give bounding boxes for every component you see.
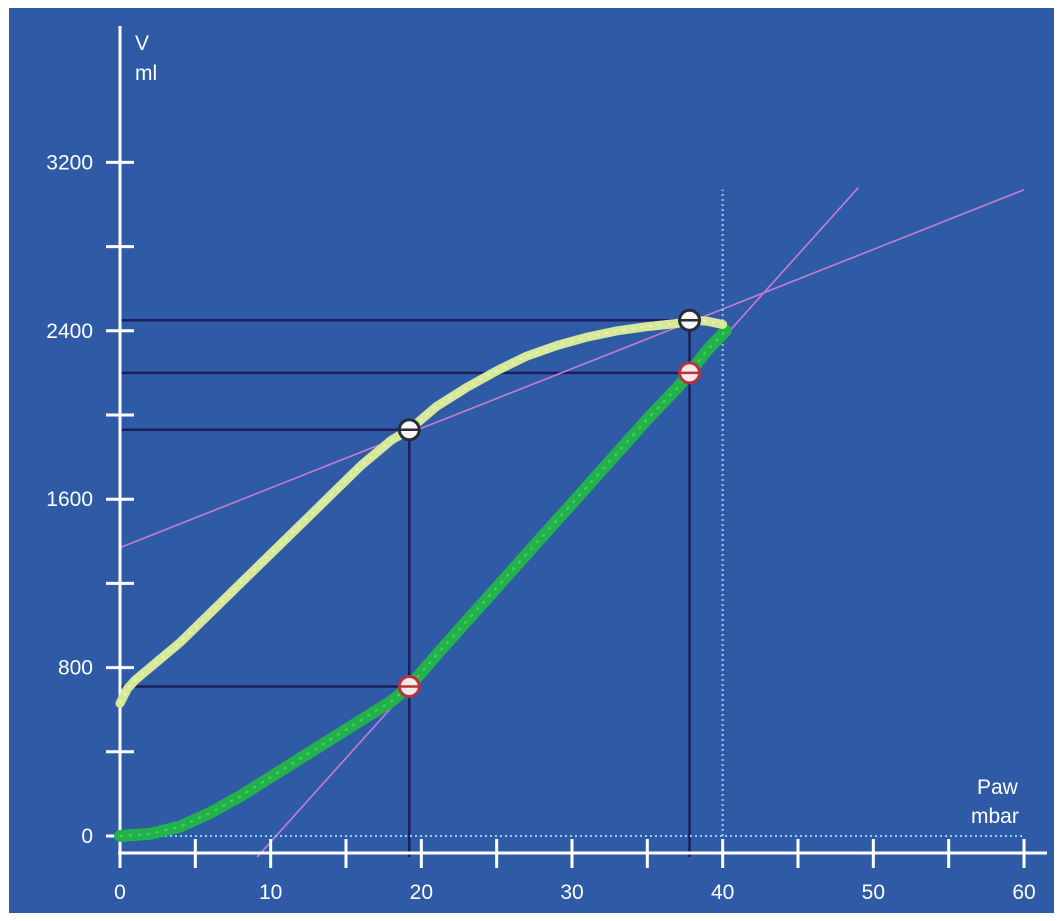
marker-white-3 <box>678 308 702 332</box>
y-tick-label-2400: 2400 <box>46 320 93 343</box>
y-axis-title: V <box>135 32 149 55</box>
marker-red-0 <box>397 675 421 699</box>
x-tick-label-20: 20 <box>410 881 433 904</box>
y-tick-label-1600: 1600 <box>46 488 93 511</box>
x-tick-label-0: 0 <box>114 881 126 904</box>
y-axis-unit: ml <box>135 62 157 85</box>
tick-labels: 0 800 1600 2400 3200 0 10 20 30 40 50 60 <box>46 151 1035 904</box>
axes <box>106 26 1047 868</box>
x-axis-unit: mbar <box>971 805 1019 828</box>
point-markers <box>397 308 702 699</box>
data-series <box>114 315 732 842</box>
marker-white-2 <box>397 418 421 442</box>
plot-frame: 0 800 1600 2400 3200 0 10 20 30 40 50 60 V ml Paw m… <box>9 8 1054 913</box>
pv-chart: 0 800 1600 2400 3200 0 10 20 30 40 50 60 V ml Paw m… <box>46 26 1047 904</box>
series-inflation-curve <box>114 324 732 842</box>
x-tick-label-50: 50 <box>862 881 885 904</box>
y-tick-label-0: 0 <box>81 825 93 848</box>
x-tick-label-40: 40 <box>711 881 734 904</box>
guide-lines <box>120 319 691 858</box>
marker-red-1 <box>678 361 702 385</box>
x-tick-label-10: 10 <box>259 881 282 904</box>
tangent-line-0 <box>119 189 1025 549</box>
reference-lines <box>119 187 1025 858</box>
y-tick-label-3200: 3200 <box>46 151 93 174</box>
x-tick-label-30: 30 <box>560 881 583 904</box>
x-tick-label-60: 60 <box>1012 881 1035 904</box>
series-inflation-texture <box>119 330 727 837</box>
x-axis-title: Paw <box>977 776 1019 799</box>
y-tick-label-800: 800 <box>58 657 93 680</box>
